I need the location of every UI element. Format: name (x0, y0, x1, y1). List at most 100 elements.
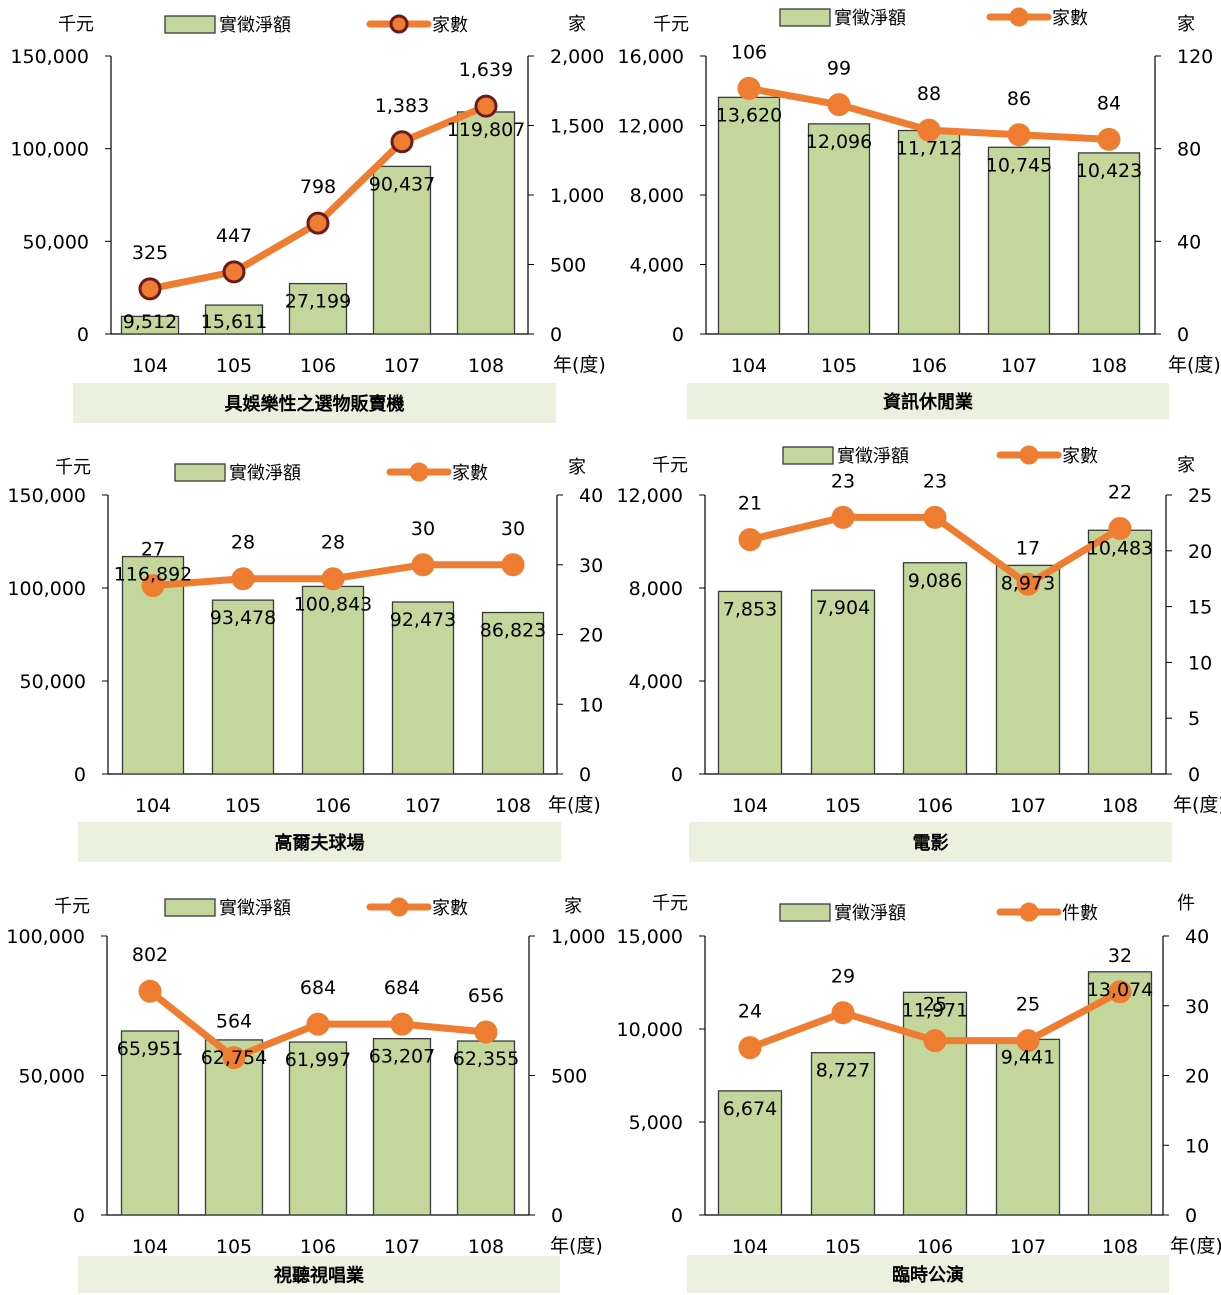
y-left-tick-label: 50,000 (23, 231, 89, 253)
count-marker-104 (141, 574, 165, 598)
count-value-label: 25 (1016, 994, 1040, 1016)
y-left-tick-label: 4,000 (630, 255, 684, 277)
x-tick-label: 108 (468, 355, 504, 377)
y-left-unit: 千元 (58, 14, 94, 35)
y-right-tick-label: 20 (579, 625, 603, 647)
legend-line-label: 家數 (432, 15, 468, 36)
x-tick-label: 108 (1102, 795, 1138, 817)
x-tick-label: 108 (1091, 355, 1127, 377)
bar-value-label: 116,892 (114, 564, 193, 586)
bar-value-label: 7,853 (723, 598, 777, 620)
legend-line-label: 件數 (1062, 903, 1098, 924)
bar-value-label: 11,712 (896, 138, 962, 160)
legend-bar-swatch (164, 898, 216, 917)
count-value-label: 28 (321, 532, 345, 554)
x-tick-label: 104 (135, 795, 171, 817)
y-left-unit: 千元 (652, 893, 688, 914)
y-right-tick-label: 20 (1188, 541, 1212, 563)
chart-title: 資訊休閒業 (883, 391, 974, 413)
y-left-unit: 千元 (653, 14, 689, 35)
count-marker-106 (321, 567, 345, 591)
bar-value-label: 10,745 (986, 154, 1052, 176)
count-value-label: 325 (132, 242, 168, 264)
x-tick-label: 105 (216, 355, 252, 377)
y-right-unit: 家 (564, 896, 582, 917)
legend-bar-swatch (779, 8, 831, 27)
legend-bar-swatch (782, 446, 834, 465)
legend-line-label: 家數 (1052, 8, 1088, 29)
chart-panel-2: 0 4,000 8,000 12,000 16,000 0 40 80 120 千元 家 13,620… (618, 7, 1221, 419)
count-marker-108 (1108, 980, 1132, 1004)
bar-108 (1087, 971, 1153, 1216)
chart-title: 視聽視唱業 (273, 1265, 365, 1287)
y-right-tick-label: 30 (1185, 996, 1209, 1018)
y-right-tick-label: 0 (579, 764, 591, 786)
y-right-tick-label: 1,000 (550, 185, 604, 207)
y-right-tick-label: 1,000 (551, 926, 605, 948)
count-value-label: 21 (738, 493, 762, 515)
legend-bar-swatch (164, 15, 216, 34)
x-tick-label: 104 (732, 795, 768, 817)
bar-106 (288, 282, 348, 335)
count-marker-106 (923, 505, 947, 529)
x-tick-label: 107 (384, 355, 420, 377)
count-marker-104 (738, 528, 762, 552)
x-tick-label: 104 (132, 1236, 168, 1258)
chart-title: 具娛樂性之選物販賣機 (225, 393, 405, 415)
chart-title-band (78, 822, 561, 862)
x-axis-unit: 年(度) (550, 1235, 603, 1257)
y-left-tick-label: 100,000 (6, 926, 85, 948)
legend-bar-label: 實徵淨額 (219, 898, 291, 919)
count-marker-107 (390, 130, 414, 154)
legend-bar-swatch (779, 903, 831, 922)
bar-value-label: 9,086 (908, 570, 962, 592)
bar-104 (717, 590, 783, 775)
y-right-tick-label: 5 (1188, 708, 1200, 730)
count-value-label: 25 (923, 994, 947, 1016)
chart-title: 臨時公演 (892, 1264, 964, 1286)
count-value-label: 802 (132, 944, 168, 966)
bar-105 (807, 123, 871, 335)
x-tick-label: 106 (917, 1236, 953, 1258)
x-axis-unit: 年(度) (553, 354, 606, 376)
bar-value-label: 12,096 (806, 131, 872, 153)
legend-bar-swatch (174, 463, 226, 482)
x-tick-label: 104 (732, 1236, 768, 1258)
y-right-unit: 家 (568, 457, 586, 478)
y-right-unit: 件 (1177, 893, 1195, 914)
count-marker-108 (474, 1020, 498, 1044)
count-marker-104 (737, 76, 761, 100)
bar-value-label: 6,674 (723, 1098, 777, 1120)
y-right-tick-label: 40 (579, 485, 603, 507)
bar-value-label: 93,478 (210, 607, 276, 629)
y-right-unit: 家 (1177, 455, 1195, 476)
x-axis-unit: 年(度) (1168, 354, 1221, 376)
legend-line-marker (409, 462, 429, 482)
y-right-tick-label: 40 (1185, 926, 1209, 948)
y-left-tick-label: 0 (671, 764, 683, 786)
y-left-unit: 千元 (652, 455, 688, 476)
bar-value-label: 90,437 (369, 173, 435, 195)
x-tick-label: 106 (917, 795, 953, 817)
count-value-label: 23 (831, 470, 855, 492)
count-marker-108 (501, 553, 525, 577)
chart-title-band (689, 822, 1172, 862)
y-left-tick-label: 150,000 (10, 46, 89, 68)
legend-line-marker (1009, 7, 1029, 27)
bar-value-label: 62,355 (453, 1048, 519, 1070)
bar-value-label: 92,473 (390, 609, 456, 631)
chart-title-band (78, 1256, 560, 1293)
y-left-tick-label: 12,000 (617, 485, 683, 507)
count-value-label: 798 (300, 176, 336, 198)
count-value-label: 1,639 (459, 59, 513, 81)
chart-panel-1: 0 50,000 100,000 150,000 0 500 1,000 1,500 2,000… (10, 14, 606, 423)
count-marker-107 (1007, 123, 1031, 147)
chart-title-band (687, 1255, 1169, 1293)
y-right-tick-label: 2,000 (550, 46, 604, 68)
bar-108 (456, 111, 516, 335)
chart-title-band (73, 383, 556, 423)
bar-105 (810, 589, 876, 775)
x-tick-label: 105 (825, 1236, 861, 1258)
bar-104 (120, 315, 180, 335)
